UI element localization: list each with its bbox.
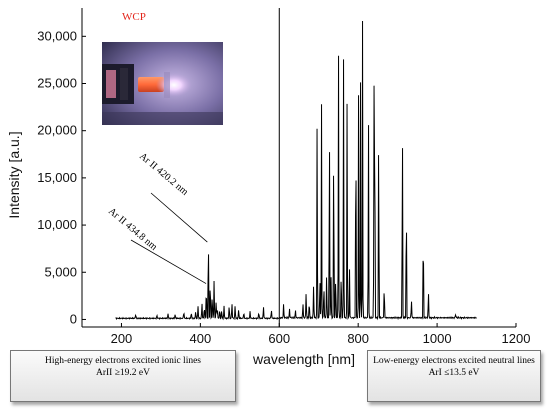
ionic-lines-box: High-energy electrons excited ionic line… xyxy=(10,350,236,402)
y-axis-ticks: 0 5,000 10,000 15,000 20,000 25,000 30,000 xyxy=(37,28,86,326)
x-axis-label: wavelength [nm] xyxy=(252,351,355,367)
y-tick-label: 15,000 xyxy=(37,170,77,185)
x-tick-label: 400 xyxy=(190,331,212,346)
y-tick-label: 30,000 xyxy=(37,28,77,43)
y-tick-label: 25,000 xyxy=(37,76,77,91)
ionic-lines-text: High-energy electrons excited ionic line… xyxy=(45,356,201,366)
plasma-photo xyxy=(102,42,223,125)
chart-title: WCP xyxy=(122,11,146,23)
x-tick-label: 1000 xyxy=(423,331,452,346)
y-axis-label: Intensity [a.u.] xyxy=(6,131,22,218)
x-tick-label: 200 xyxy=(111,331,133,346)
annotation-arrow xyxy=(130,239,207,284)
spectrum-line xyxy=(115,20,477,321)
annotation-arrow xyxy=(150,192,208,243)
y-tick-label: 5,000 xyxy=(44,264,77,279)
x-axis-ticks: 200 400 600 800 1000 1200 xyxy=(111,323,531,346)
neutral-lines-text: Low-energy electrons excited neutral lin… xyxy=(373,356,535,366)
ionic-lines-energy: ArII ≥19.2 eV xyxy=(95,368,151,378)
annotation-ar-ii-434: Ar II 434.8 nm xyxy=(106,206,159,253)
neutral-lines-energy: ArI ≤13.5 eV xyxy=(428,368,480,378)
neutral-lines-box: Low-energy electrons excited neutral lin… xyxy=(367,350,541,402)
y-tick-label: 20,000 xyxy=(37,123,77,138)
x-tick-label: 800 xyxy=(347,331,369,346)
x-tick-label: 600 xyxy=(268,331,290,346)
y-tick-label: 10,000 xyxy=(37,217,77,232)
x-tick-label: 1200 xyxy=(502,331,531,346)
annotation-ar-ii-420: Ar II 420.2 nm xyxy=(137,151,190,198)
annotations: Ar II 420.2 nm Ar II 434.8 nm xyxy=(106,151,208,284)
y-tick-label: 0 xyxy=(70,311,77,326)
